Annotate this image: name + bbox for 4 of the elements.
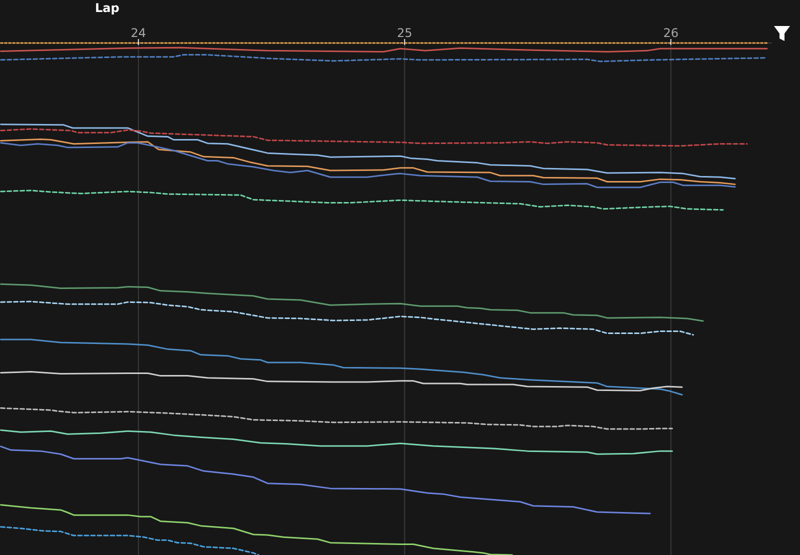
x-tick-label: 26 [663,26,678,40]
x-tick-label: 24 [130,26,146,40]
x-axis-title: Lap [95,1,120,15]
x-tick-label: 25 [396,26,412,40]
